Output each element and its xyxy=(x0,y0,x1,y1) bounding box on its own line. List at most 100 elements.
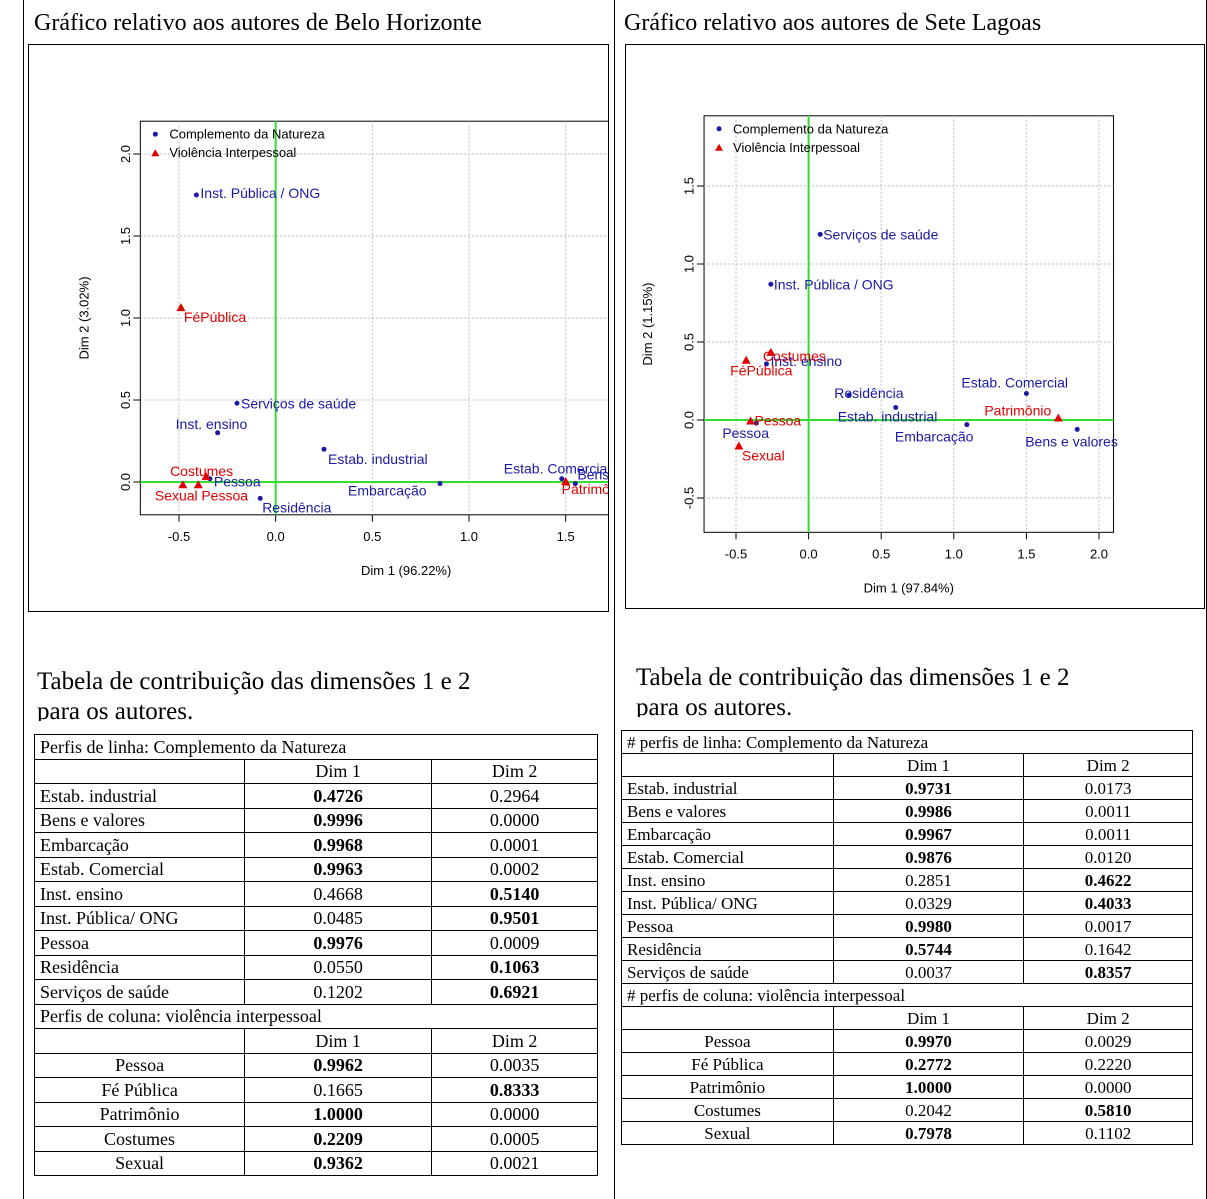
dim1-value: 0.0037 xyxy=(832,960,1025,984)
empty-header-cell xyxy=(621,753,834,777)
data-point xyxy=(559,476,565,482)
dim1-header: Dim 1 xyxy=(244,1028,433,1054)
x-tick-label: -0.5 xyxy=(168,529,190,544)
row-label: Residência xyxy=(621,937,834,961)
dim1-value: 0.4668 xyxy=(244,881,433,907)
row-label: Embarcação xyxy=(621,822,834,846)
dim1-value: 0.1202 xyxy=(244,979,433,1005)
point-label: Inst. Pública / ONG xyxy=(774,276,894,292)
table-row: Serviços de saúde 0.0037 0.8357 xyxy=(621,960,1193,984)
empty-header-cell xyxy=(33,758,246,784)
point-label: Estab. industrial xyxy=(838,409,938,425)
data-point xyxy=(193,480,203,489)
table-row: Patrimônio 1.0000 0.0000 xyxy=(33,1101,598,1127)
dim2-value: 0.2220 xyxy=(1023,1052,1193,1076)
section-header: Perfis de coluna: violência interpessoal xyxy=(34,1003,598,1029)
dim2-value: 0.0029 xyxy=(1023,1029,1193,1053)
dim2-header: Dim 2 xyxy=(431,758,598,784)
y-axis-label: Dim 2 (1.15%) xyxy=(640,283,655,366)
x-tick-label: 1.5 xyxy=(1017,546,1035,561)
dim1-header: Dim 1 xyxy=(244,758,433,784)
data-point xyxy=(201,472,211,481)
row-label: Pessoa xyxy=(33,930,246,956)
table-row: Residência 0.5744 0.1642 xyxy=(621,937,1193,961)
column-header-row: Dim 1 Dim 2 xyxy=(621,1006,1193,1030)
chart-title: Gráfico relativo aos autores de Sete Lag… xyxy=(624,10,1042,36)
legend-entry: Complemento da Natureza xyxy=(169,127,325,142)
point-label: Costumes xyxy=(170,463,233,479)
legend-marker-circle xyxy=(716,126,722,132)
legend-marker-triangle xyxy=(151,149,160,157)
row-label: Bens e valores xyxy=(33,807,246,833)
dim1-value: 0.4726 xyxy=(244,783,433,809)
dim1-value: 0.9963 xyxy=(244,856,433,882)
x-tick-label: 0.5 xyxy=(363,529,381,544)
data-point xyxy=(1074,426,1080,432)
row-label: Estab. Comercial xyxy=(621,845,834,869)
y-tick-label: 1.0 xyxy=(118,309,133,327)
dim1-value: 0.5744 xyxy=(832,937,1025,961)
point-label: Embarcação xyxy=(348,483,427,499)
table-row: Inst. Pública/ ONG 0.0485 0.9501 xyxy=(33,905,598,931)
dim1-value: 0.9996 xyxy=(244,807,433,833)
row-label: Fé Pública xyxy=(33,1077,246,1103)
dim1-value: 0.9986 xyxy=(832,799,1025,823)
x-axis-label: Dim 1 (96.22%) xyxy=(361,563,451,578)
data-point xyxy=(817,231,823,237)
row-label: Serviços de saúde xyxy=(621,960,834,984)
row-label: Costumes xyxy=(621,1098,834,1122)
dim2-value: 0.5140 xyxy=(431,881,598,907)
contribution-table: # perfis de linha: Complemento da Nature… xyxy=(621,730,1193,1145)
table-row: Sexual 0.9362 0.0021 xyxy=(33,1150,598,1176)
point-label: Serviços de saúde xyxy=(823,226,938,242)
data-point xyxy=(234,400,240,406)
data-point xyxy=(964,422,970,428)
dim2-value: 0.8357 xyxy=(1023,960,1193,984)
data-point xyxy=(178,480,188,489)
dim1-header: Dim 1 xyxy=(832,1006,1025,1030)
point-label: Pessoa xyxy=(755,413,802,429)
row-label: Estab. industrial xyxy=(33,783,246,809)
table-caption: Tabela de contribuição das dimensões 1 e… xyxy=(636,663,1070,717)
y-tick-label: -0.5 xyxy=(681,487,696,509)
row-label: Pessoa xyxy=(621,914,834,938)
row-label: Pessoa xyxy=(621,1029,834,1053)
row-label: Sexual xyxy=(33,1150,246,1176)
y-tick-label: 0.5 xyxy=(118,391,133,409)
legend-entry: Violência Interpessoal xyxy=(733,140,860,155)
empty-header-cell xyxy=(33,1028,246,1054)
point-label: Bens e valores xyxy=(1025,433,1118,449)
left-panel: Gráfico relativo aos autores de Belo Hor… xyxy=(23,0,615,1199)
point-label: FéPública xyxy=(184,309,246,325)
contribution-table: Perfis de linha: Complemento da Natureza… xyxy=(33,734,598,1176)
table-row: Sexual 0.7978 0.1102 xyxy=(621,1121,1193,1145)
dim2-value: 0.1642 xyxy=(1023,937,1193,961)
table-row: Fé Pública 0.1665 0.8333 xyxy=(33,1077,598,1103)
section-header: # perfis de coluna: violência interpesso… xyxy=(621,983,1193,1007)
point-label: Inst. Pública / ONG xyxy=(200,185,320,201)
dim2-value: 0.0011 xyxy=(1023,822,1193,846)
point-label: Estab. industrial xyxy=(328,451,428,467)
point-label: Serviços de saúde xyxy=(241,395,356,411)
table-row: Inst. Pública/ ONG 0.0329 0.4033 xyxy=(621,891,1193,915)
table-row: Estab. Comercial 0.9963 0.0002 xyxy=(33,856,598,882)
data-point xyxy=(321,446,327,452)
point-label: Sexual xyxy=(742,448,785,464)
row-label: Estab. Comercial xyxy=(33,856,246,882)
table-caption: Tabela de contribuição das dimensões 1 e… xyxy=(37,667,471,721)
data-point xyxy=(753,420,759,426)
dim1-value: 1.0000 xyxy=(244,1101,433,1127)
dim2-value: 0.0000 xyxy=(431,807,598,833)
x-tick-label: 1.5 xyxy=(557,529,575,544)
dim1-value: 0.9968 xyxy=(244,832,433,858)
data-point xyxy=(734,441,744,450)
dim1-value: 0.9970 xyxy=(832,1029,1025,1053)
chart-title: Gráfico relativo aos autores de Belo Hor… xyxy=(34,10,482,36)
dim2-value: 0.0021 xyxy=(431,1150,598,1176)
dim2-value: 0.0001 xyxy=(431,832,598,858)
data-point xyxy=(561,477,571,485)
y-tick-label: 0.5 xyxy=(681,333,696,351)
row-label: Embarcação xyxy=(33,832,246,858)
